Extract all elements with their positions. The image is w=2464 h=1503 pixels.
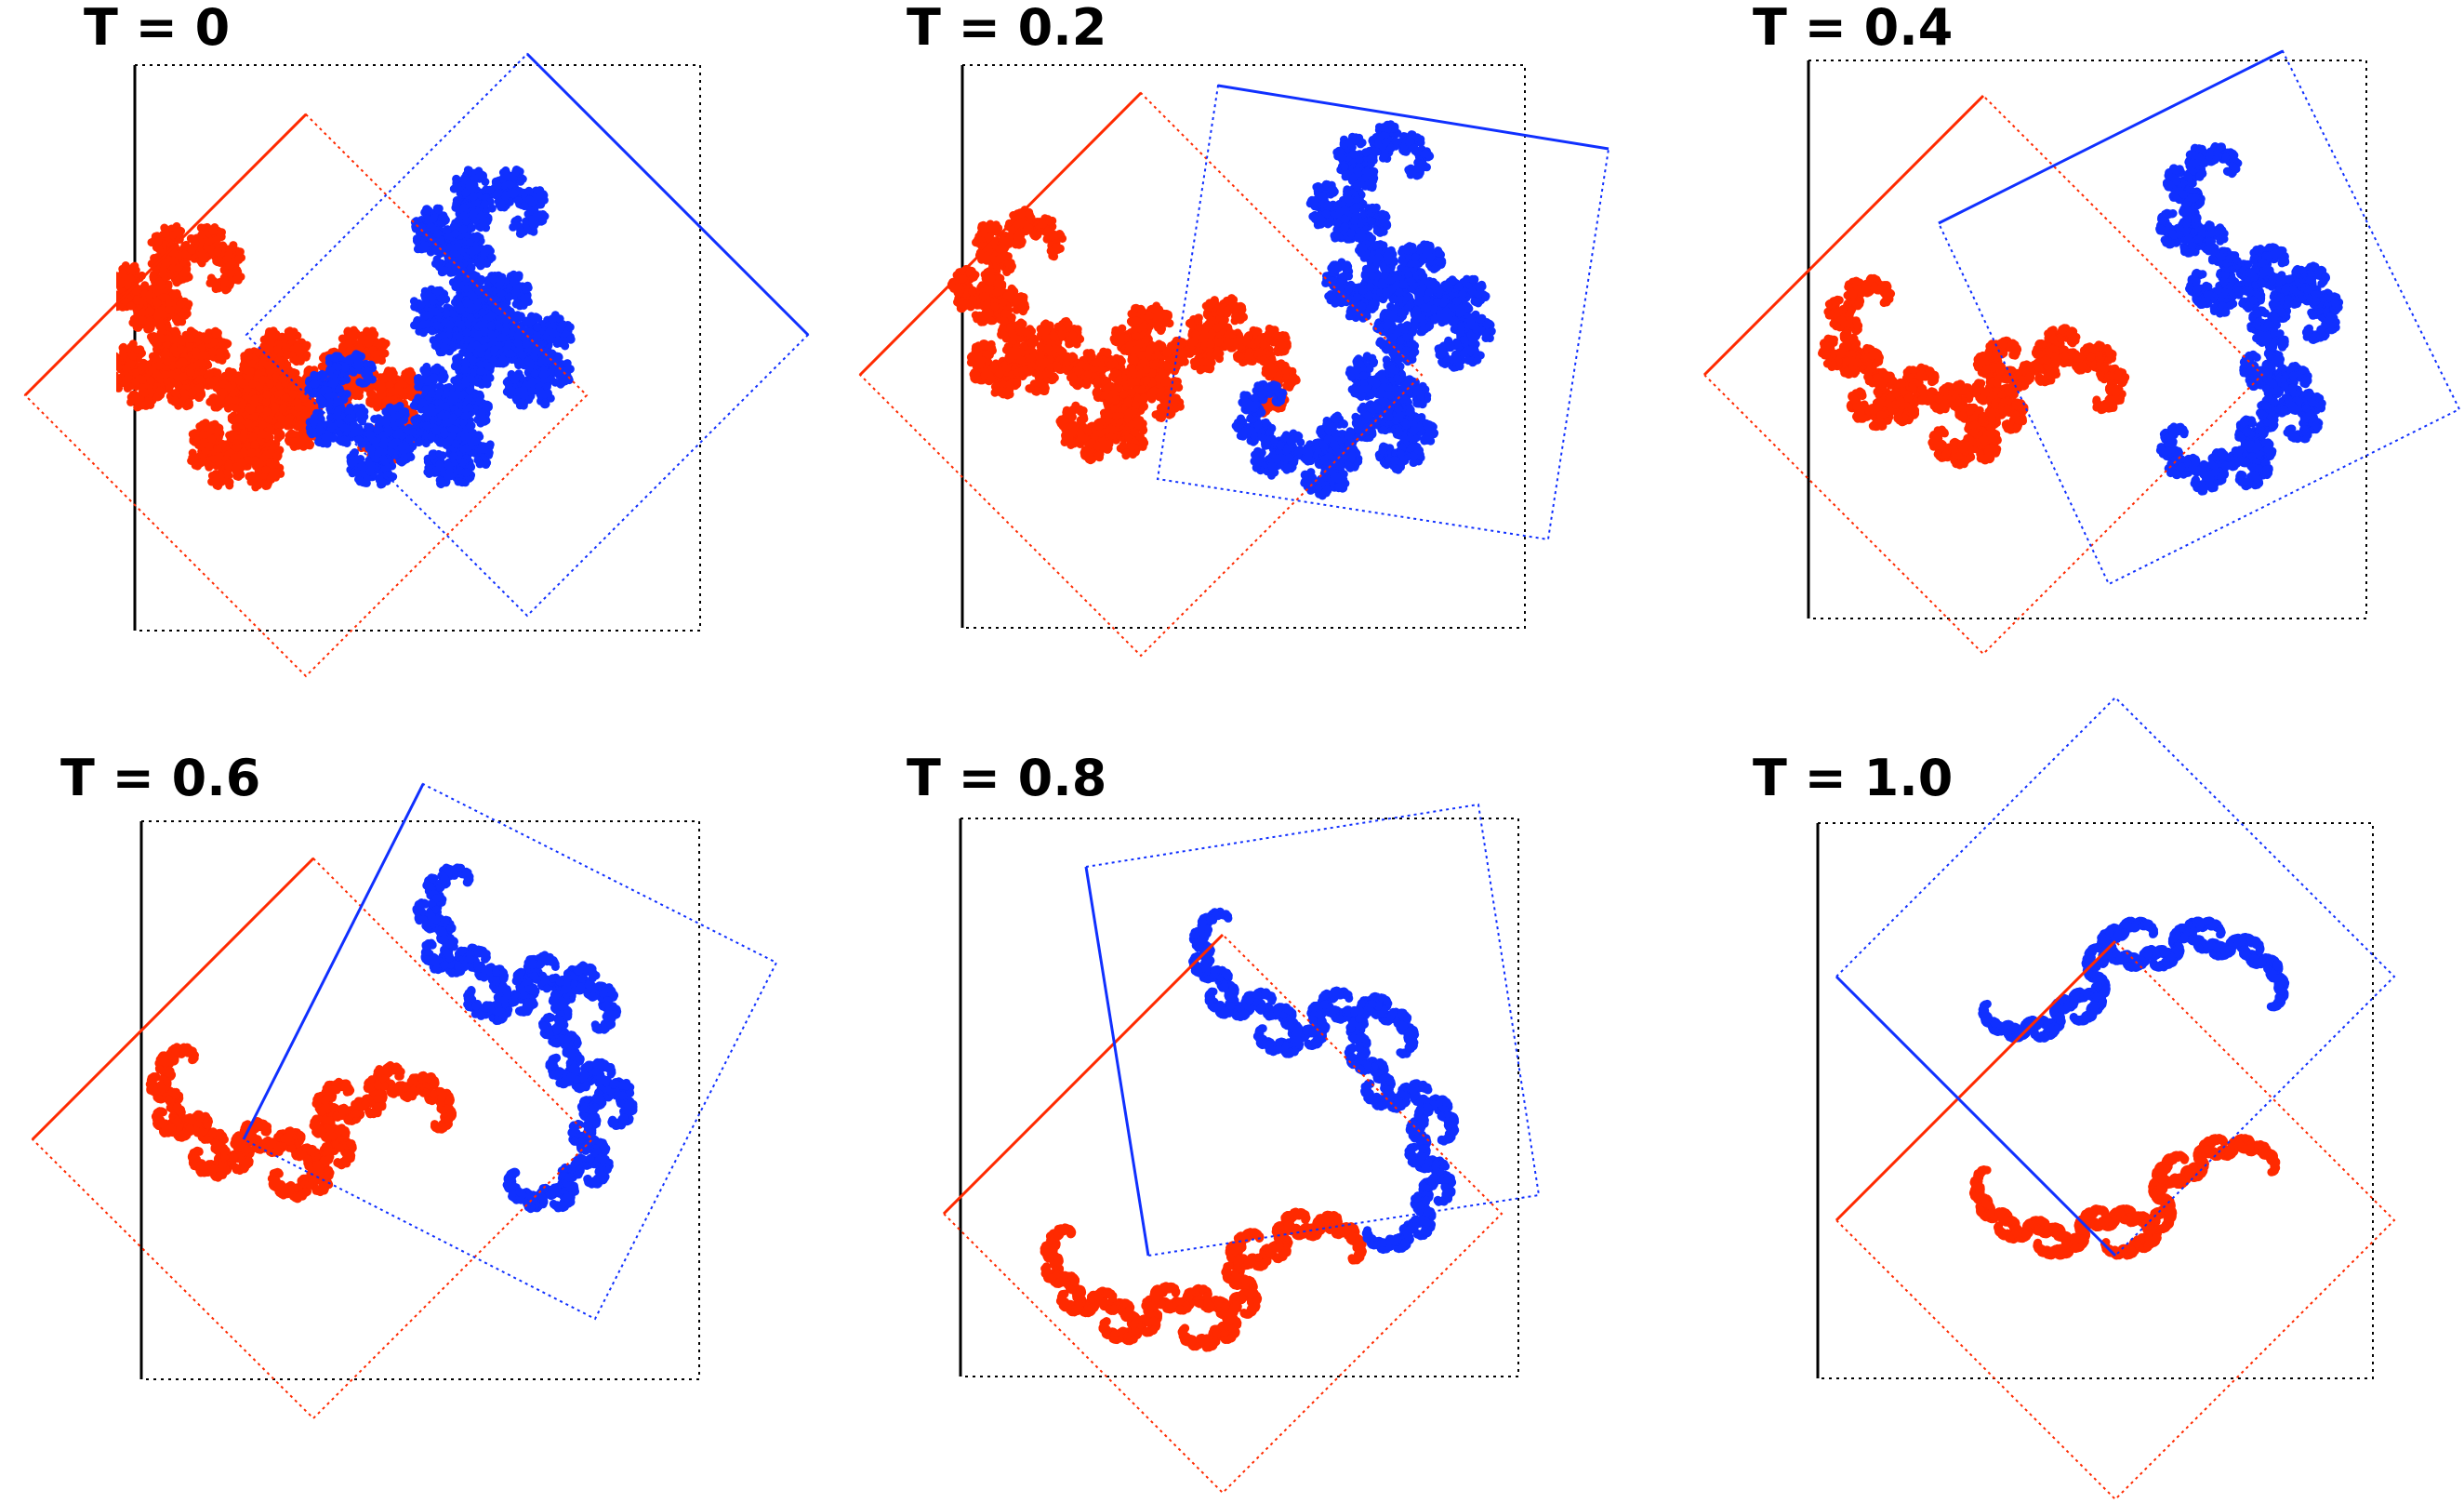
blue-fractal	[304, 166, 575, 488]
blue-fractal	[1232, 120, 1496, 499]
panel-t-0.8: T = 0.8	[907, 749, 1539, 1493]
panel-t-0.2: T = 0.2	[860, 0, 1609, 656]
panel-t-0.6: T = 0.6	[33, 749, 776, 1418]
blue-square	[1939, 51, 2459, 584]
blue-fractal	[1188, 908, 1459, 1254]
panel-t-0.4: T = 0.4	[1704, 0, 2459, 654]
red-square-edge	[944, 935, 1223, 1214]
panel-title: T = 0.2	[907, 0, 1106, 57]
panel-t-1.0: T = 1.0	[1753, 698, 2394, 1499]
panel-t-0: T = 0	[25, 0, 808, 676]
panel-frame	[1818, 823, 2373, 1378]
blue-square-edge	[1939, 51, 2283, 223]
blue-fractal	[413, 863, 638, 1213]
panel-title: T = 0.8	[907, 749, 1106, 807]
panel-title: T = 0.6	[60, 749, 260, 807]
panel-title: T = 0.4	[1753, 0, 1953, 57]
blue-square-edge	[527, 54, 808, 335]
blue-fractal	[2155, 142, 2343, 496]
blue-square	[244, 784, 776, 1319]
panel-title: T = 1.0	[1753, 749, 1953, 807]
blue-fractal	[1978, 917, 2289, 1043]
red-fractal	[146, 1043, 457, 1203]
red-fractal	[1818, 274, 2129, 470]
red-square	[33, 858, 592, 1418]
panel-title: T = 0	[84, 0, 230, 57]
red-fractal	[1969, 1134, 2280, 1259]
